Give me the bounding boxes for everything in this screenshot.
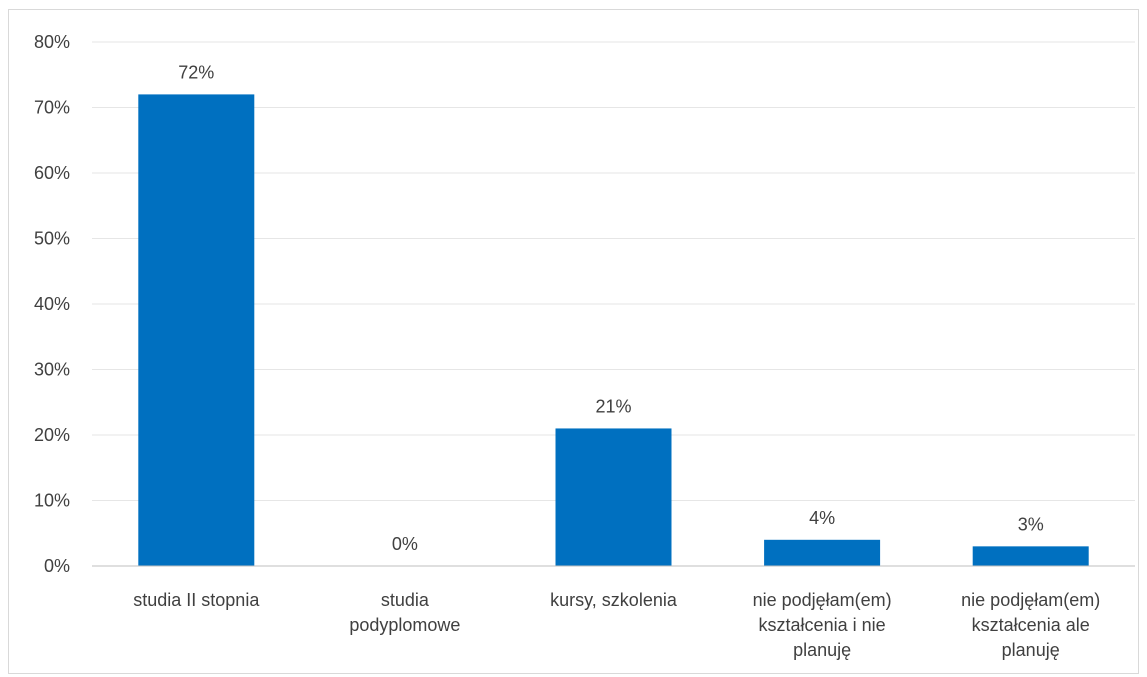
data-label: 0% — [392, 534, 418, 554]
x-category-label: nie podjęłam(em) kształcenia ale planuję — [961, 590, 1100, 660]
bar — [764, 539, 881, 566]
bars — [138, 94, 1089, 567]
data-label: 21% — [595, 396, 631, 416]
y-tick-label: 50% — [34, 229, 70, 249]
x-axis-category-labels: studia II stopnia studia podyplomowe kursy,… — [133, 590, 1100, 660]
y-tick-label: 0% — [44, 556, 70, 576]
y-tick-label: 60% — [34, 163, 70, 183]
data-label: 3% — [1018, 514, 1044, 534]
bar — [555, 428, 672, 566]
x-category-label: studia podyplomowe — [349, 590, 460, 635]
data-label: 72% — [178, 62, 214, 82]
y-axis-tick-labels: 0% 10% 20% 30% 40% 50% 60% 70% 80% — [34, 32, 70, 576]
gridlines — [92, 41, 1135, 501]
y-tick-label: 20% — [34, 425, 70, 445]
y-tick-label: 10% — [34, 491, 70, 511]
bar — [138, 94, 255, 567]
y-tick-label: 40% — [34, 294, 70, 314]
x-category-label: studia II stopnia — [133, 590, 260, 610]
x-category-label: kursy, szkolenia — [550, 590, 678, 610]
y-tick-label: 30% — [34, 360, 70, 380]
y-tick-label: 80% — [34, 32, 70, 52]
data-labels: 72% 0% 21% 4% 3% — [178, 62, 1043, 554]
y-tick-label: 70% — [34, 98, 70, 118]
x-category-label: nie podjęłam(em) kształcenia i nie planuję — [753, 590, 892, 660]
data-label: 4% — [809, 508, 835, 528]
bar — [972, 546, 1089, 566]
